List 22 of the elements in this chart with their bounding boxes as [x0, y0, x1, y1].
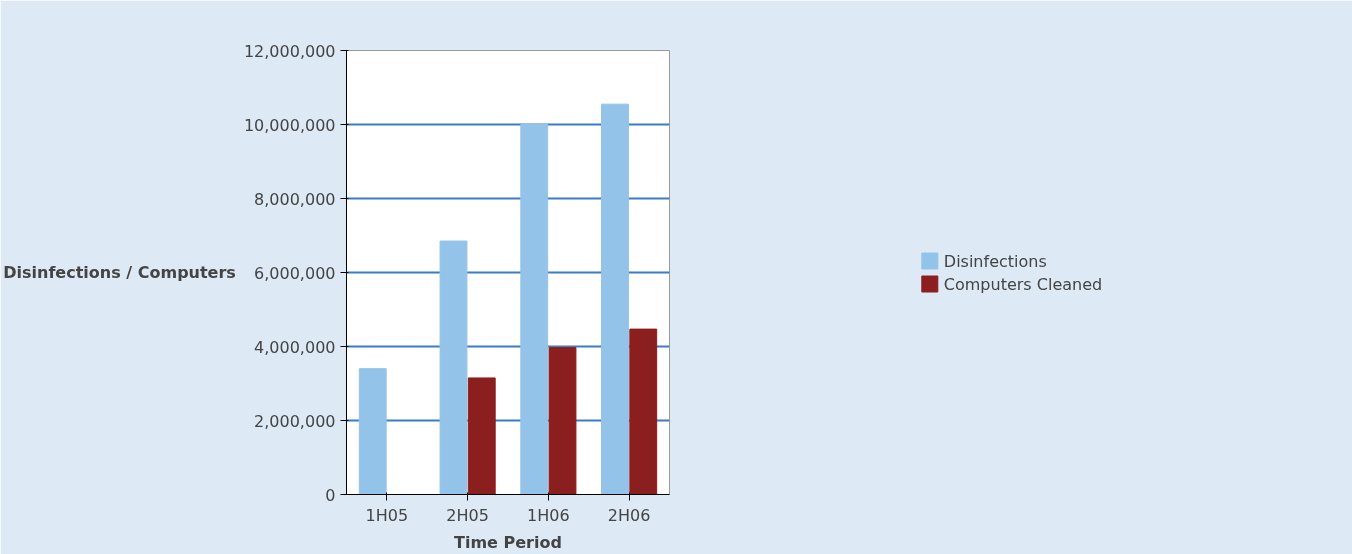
y-tick-label: 4,000,000 — [254, 337, 336, 357]
bar — [439, 240, 468, 495]
x-axis-title: Time Period — [454, 532, 562, 552]
bar — [467, 377, 496, 495]
x-tick-label: 1H06 — [527, 505, 570, 525]
y-tick-label: 6,000,000 — [254, 263, 336, 283]
y-tick-label: 12,000,000 — [243, 41, 336, 61]
bar — [520, 124, 549, 495]
bar — [629, 328, 658, 495]
y-tick-label: 8,000,000 — [254, 189, 336, 209]
y-tick-label: 0 — [325, 485, 336, 505]
y-tick-label: 2,000,000 — [254, 411, 336, 431]
bar — [358, 368, 387, 495]
bar — [601, 103, 629, 495]
x-tick-label: 2H06 — [607, 505, 651, 525]
legend-label: Computers Cleaned — [943, 274, 1103, 293]
legend-label: Disinfections — [943, 251, 1047, 270]
x-tick-label: 2H05 — [446, 505, 489, 525]
bar — [548, 347, 577, 495]
y-axis-title: Disinfections / Computers — [3, 263, 236, 282]
x-tick-label: 1H05 — [365, 505, 409, 525]
y-tick-label: 10,000,000 — [243, 115, 336, 135]
